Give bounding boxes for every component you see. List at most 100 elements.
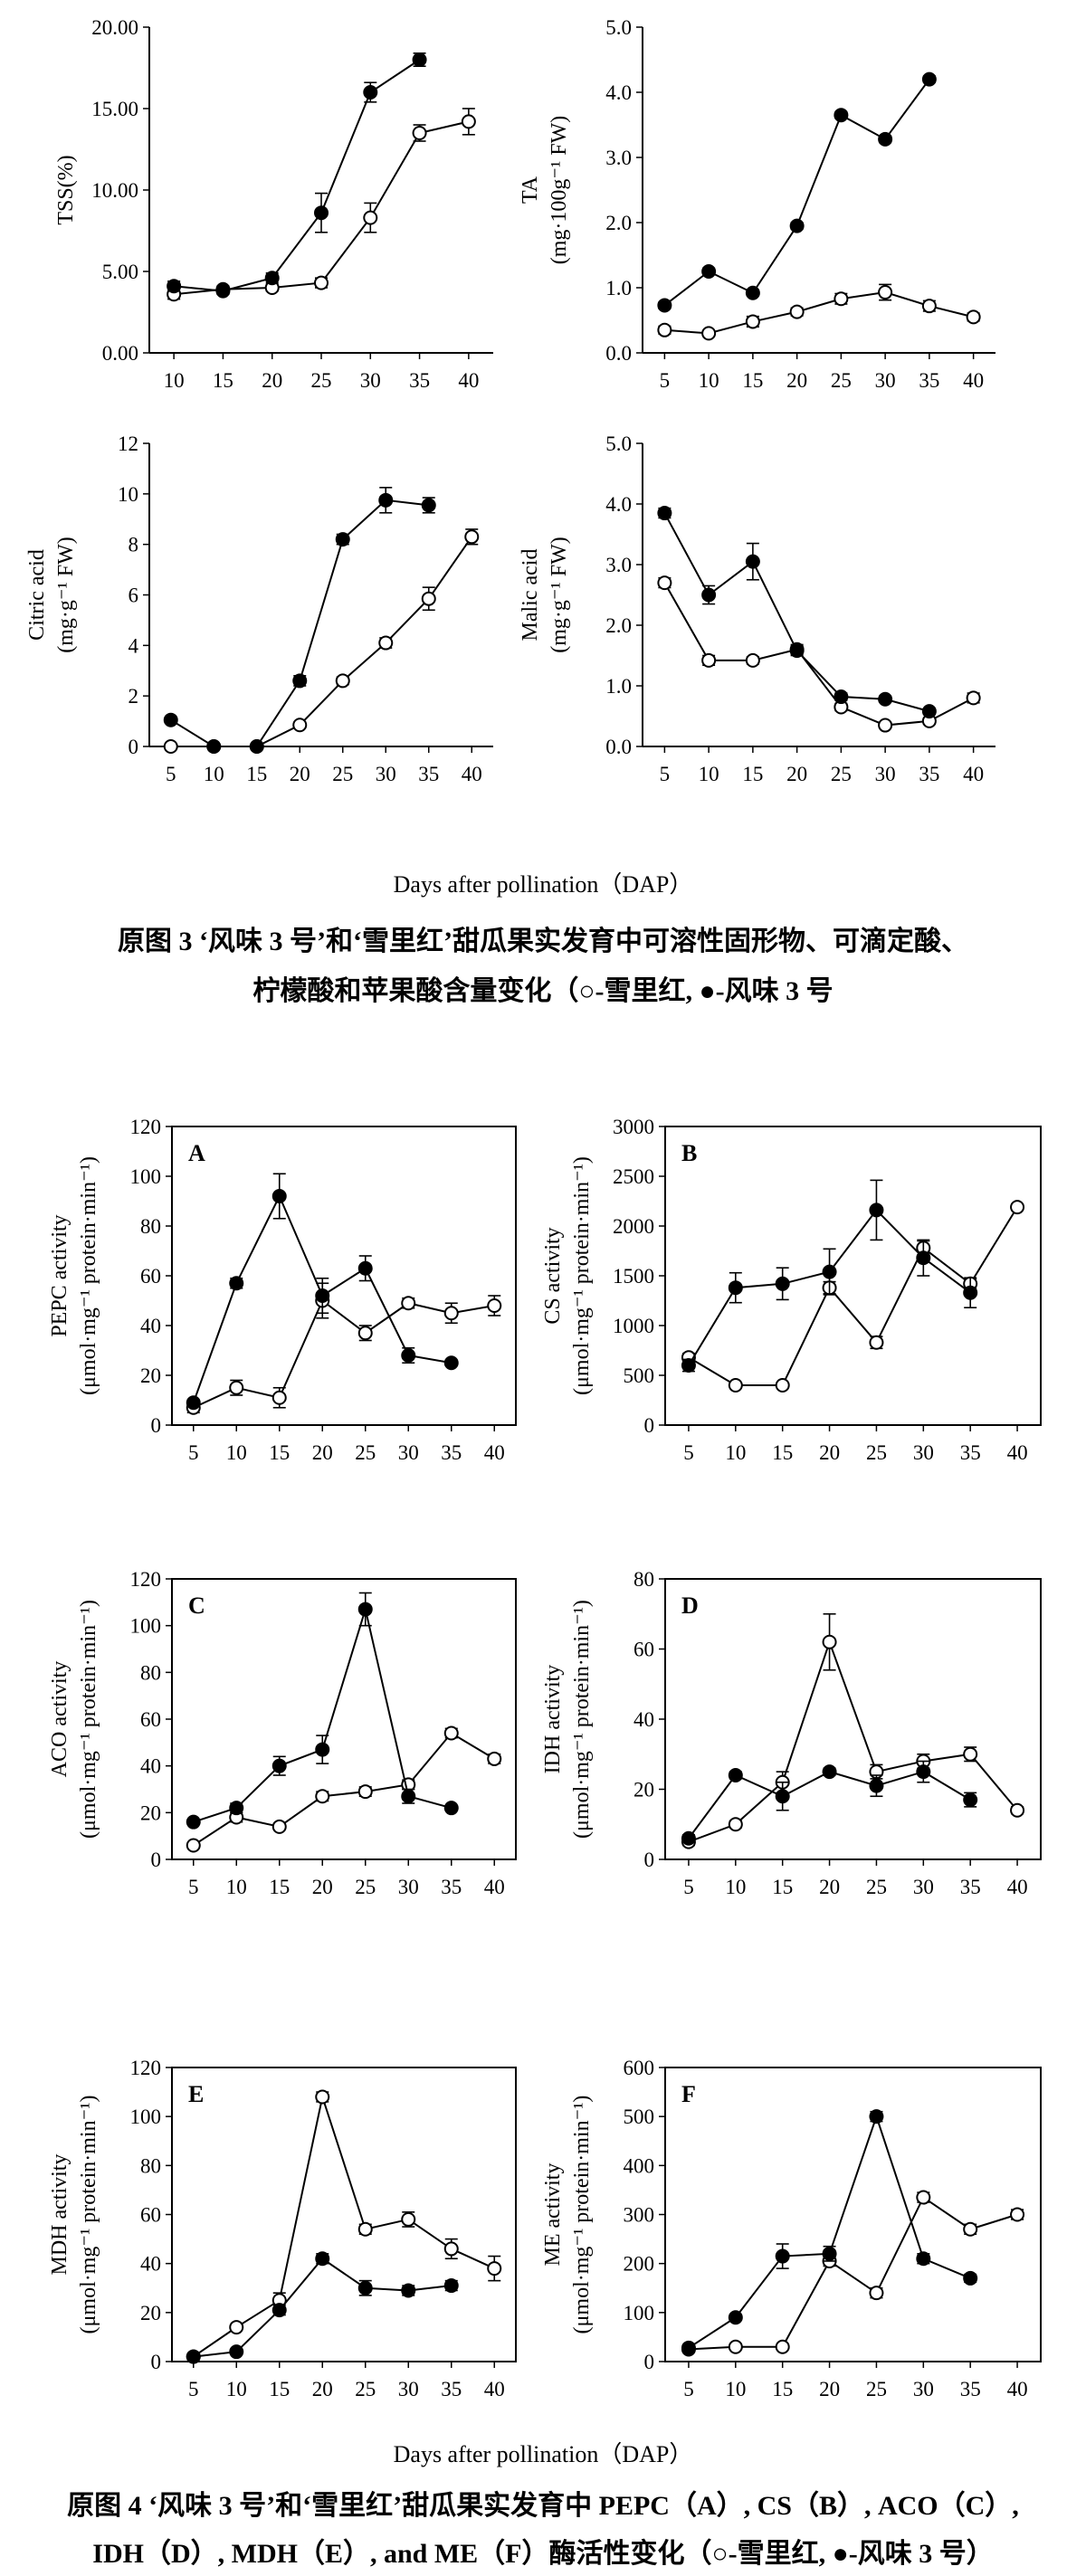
mdh-ytick-label: 0: [151, 2351, 162, 2373]
pepc-point-filled: [186, 1395, 201, 1411]
cs-xtick-label: 40: [1007, 1441, 1028, 1464]
tss-chart: 0.00 5.00 10.00 15.00 20.00 10 15 20 25 30 35 40 TSS…: [54, 16, 493, 392]
me-ylabel: ME activity: [541, 2163, 565, 2267]
citric-ytick-label: 4: [129, 634, 139, 657]
idh-series-filled: [681, 1760, 978, 1846]
aco-ytick-label: 40: [140, 1755, 161, 1778]
idh-xtick-label: 40: [1007, 1876, 1028, 1898]
me-frame: [664, 2067, 1042, 2362]
pepc-point-filled: [272, 1189, 287, 1203]
mdh-series-open: [186, 2089, 502, 2364]
citric-point-filled: [292, 673, 308, 689]
me-ytick-label: 600: [624, 2057, 655, 2079]
aco-ytick-label: 80: [140, 1661, 161, 1684]
citric-xtick-label: 35: [418, 763, 439, 785]
mdh-xtick-label: 5: [188, 2378, 199, 2400]
mdh-ylabel: (μmol·mg⁻¹ protein·min⁻¹): [77, 2096, 100, 2334]
mdh-xtick-label: 10: [226, 2378, 247, 2400]
tss-ylabel: TSS(%): [54, 155, 78, 224]
idh-point-filled: [916, 1764, 931, 1780]
idh-xtick-label: 30: [913, 1876, 934, 1898]
tss-point-filled: [412, 52, 427, 67]
idh-ytick-label: 40: [634, 1708, 654, 1731]
idh-frame: [664, 1578, 1042, 1860]
me-point-filled: [681, 2340, 696, 2355]
malic-xtick-label: 10: [699, 763, 719, 785]
citric-point-filled: [378, 492, 394, 508]
citric-point-open: [464, 529, 480, 545]
aco-point-filled: [443, 1801, 459, 1816]
pepc-xtick-label: 15: [269, 1441, 290, 1464]
cs-xtick-label: 15: [772, 1441, 793, 1464]
malic-point-filled: [745, 554, 760, 569]
mdh-xtick-label: 40: [484, 2378, 505, 2400]
mdh-point-open: [401, 2211, 416, 2227]
ta-ytick-label: 4.0: [605, 81, 632, 104]
cs-xtick-label: 10: [725, 1441, 746, 1464]
me-point-filled: [869, 2109, 884, 2124]
tss-xtick-label: 25: [311, 369, 332, 392]
citric-point-filled: [421, 498, 436, 513]
idh-point-filled: [728, 1768, 743, 1782]
mdh-point-open: [315, 2089, 330, 2105]
cs-point-open: [869, 1335, 884, 1350]
ta-ytick-label: 1.0: [605, 277, 632, 299]
citric-point-open: [421, 591, 436, 606]
pepc-chart: 0 20 40 60 80 100 120 5 10 15 20 25 30 35 40 PEPC activ…: [48, 1116, 517, 1464]
citric-point-open: [335, 673, 350, 689]
malic-point-filled: [834, 689, 849, 705]
citric-point-filled: [335, 532, 350, 547]
ta-point-filled: [878, 131, 893, 147]
me-ytick-label: 400: [624, 2154, 655, 2177]
citric-point-open: [378, 635, 394, 651]
tss-series-filled: [167, 52, 427, 299]
tss-ytick-label: 10.00: [91, 179, 138, 202]
idh-point-open: [1010, 1802, 1025, 1818]
malic-xtick-label: 15: [742, 763, 763, 785]
cs-point-filled: [916, 1250, 931, 1266]
me-ytick-label: 0: [644, 2351, 655, 2373]
tss-point-filled: [167, 279, 182, 294]
pepc-series-open: [186, 1282, 502, 1415]
me-xtick-label: 5: [683, 2378, 694, 2400]
mdh-line-filled: [193, 2257, 452, 2358]
pepc-xtick-label: 5: [188, 1441, 199, 1464]
ta-series-filled: [657, 71, 937, 313]
citric-point-filled: [163, 712, 178, 727]
malic-line-filled: [663, 512, 930, 713]
pepc-ytick-label: 100: [130, 1165, 162, 1188]
malic-ytick-label: 0.0: [605, 736, 632, 758]
ta-line-open: [664, 291, 974, 335]
cs-point-open: [775, 1378, 790, 1393]
cs-point-filled: [869, 1202, 884, 1218]
citric-line-open: [170, 536, 473, 747]
ta-ytick-label: 0.0: [605, 342, 632, 365]
aco-xtick-label: 35: [441, 1876, 462, 1898]
tss-ytick-label: 15.00: [91, 98, 138, 120]
pepc-point-open: [443, 1306, 459, 1321]
malic-point-filled: [878, 691, 893, 707]
pepc-xtick-label: 10: [226, 1441, 247, 1464]
pepc-point-filled: [357, 1260, 373, 1276]
aco-series-open: [186, 1725, 502, 1853]
me-xtick-label: 25: [866, 2378, 887, 2400]
ta-xtick-label: 25: [831, 369, 852, 392]
citric-ytick-label: 8: [129, 534, 139, 556]
cs-ytick-label: 2500: [613, 1165, 654, 1188]
aco-point-filled: [357, 1602, 373, 1617]
pepc-ytick-label: 0: [151, 1414, 162, 1437]
tss-line-filled: [174, 59, 421, 292]
tss-xtick-label: 20: [262, 369, 282, 392]
mdh-point-filled: [315, 2251, 330, 2267]
pepc-xtick-label: 20: [312, 1441, 333, 1464]
aco-ytick-label: 0: [151, 1849, 162, 1871]
idh-chart: 0 20 40 60 80 5 10 15 20 25 30 35 40 IDH activity (μmo…: [541, 1568, 1042, 1898]
aco-line-open: [193, 1732, 495, 1847]
cs-point-open: [1010, 1200, 1025, 1215]
ta-point-filled: [745, 285, 760, 300]
aco-xtick-label: 30: [398, 1876, 419, 1898]
idh-point-filled: [681, 1830, 696, 1846]
me-xtick-label: 15: [772, 2378, 793, 2400]
ta-point-open: [701, 326, 717, 341]
me-point-open: [916, 2190, 931, 2205]
